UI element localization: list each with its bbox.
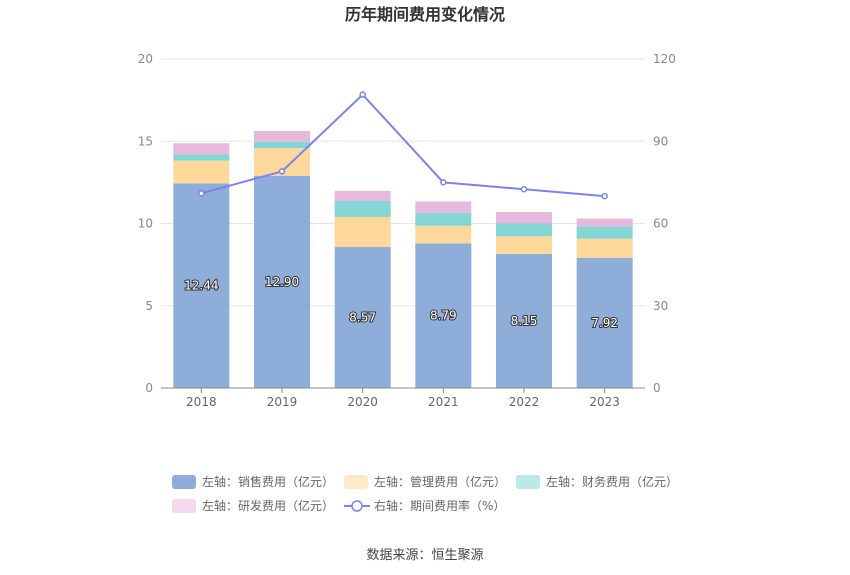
- bar-segment: [496, 253, 552, 388]
- bar-segment: [415, 243, 472, 388]
- right-y-tick-label: 120: [653, 52, 676, 66]
- legend-label: 左轴：研发费用（亿元）: [202, 498, 334, 513]
- legend-label: 左轴：销售费用（亿元）: [202, 474, 334, 489]
- right-y-tick-label: 60: [653, 217, 668, 231]
- bar-segment: [173, 160, 230, 184]
- bar-segment: [576, 226, 633, 239]
- rate-point: [359, 91, 366, 98]
- bar-segment: [254, 141, 310, 149]
- legend-point-marker: [351, 500, 363, 512]
- bar-segment: [496, 236, 552, 254]
- rate-point: [520, 185, 528, 193]
- bar-segment: [254, 175, 310, 388]
- left-y-tick-label: 5: [145, 299, 153, 313]
- bar-segment: [415, 212, 472, 226]
- x-tick-label: 2019: [267, 395, 298, 409]
- bar-value-label: 8.79: [430, 309, 457, 323]
- x-tick-label: 2020: [347, 395, 378, 409]
- bar-segment: [496, 211, 552, 224]
- data-labels: 12.44 12.90 8.57 8.79 8.15 7.92: [183, 274, 619, 331]
- bar-series: [173, 131, 633, 388]
- grid-lines: [161, 58, 645, 307]
- left-y-tick-label: 10: [138, 217, 153, 231]
- right-y-tick-label: 0: [653, 381, 661, 395]
- rate-point: [278, 168, 286, 175]
- bar-value-label: 12.44: [184, 279, 218, 293]
- rate-line-series: [198, 91, 608, 200]
- bar-segment: [334, 247, 391, 388]
- right-y-tick-label: 30: [653, 299, 668, 313]
- right-y-tick-label: 90: [653, 134, 668, 148]
- left-y-tick-label: 15: [138, 134, 153, 148]
- bar-segment: [415, 225, 472, 244]
- x-tick-label: 2023: [589, 395, 620, 409]
- right-y-axis: 0 30 60 90 120: [653, 52, 676, 395]
- bar-segment: [173, 143, 230, 155]
- legend-label: 左轴：管理费用（亿元）: [374, 474, 506, 489]
- rate-point: [198, 190, 205, 197]
- bar-segment: [334, 216, 391, 248]
- legend-swatch: [516, 475, 540, 489]
- legend-swatch: [344, 475, 368, 489]
- bar-segment: [576, 238, 633, 258]
- bar-segment: [334, 200, 391, 217]
- rate-line: [201, 93, 605, 198]
- legend-label: 右轴：期间费用率（%）: [374, 498, 505, 513]
- bar-value-label: 8.57: [349, 311, 376, 325]
- bar-segment: [334, 190, 391, 201]
- left-y-axis: 0 5 10 15 20: [138, 52, 153, 395]
- bar-value-label: 8.15: [511, 314, 538, 328]
- legend-swatch: [172, 499, 196, 513]
- x-tick-label: 2021: [428, 395, 459, 409]
- chart-title: 历年期间费用变化情况: [345, 5, 505, 24]
- bar-value-label: 7.92: [591, 316, 618, 330]
- source-note: 数据来源：恒生聚源: [366, 548, 483, 563]
- left-y-tick-label: 20: [138, 52, 153, 66]
- bar-segment: [496, 223, 552, 237]
- legend: 左轴：销售费用（亿元） 左轴：管理费用（亿元） 左轴：财务费用（亿元） 左轴：研发费用…: [172, 474, 678, 513]
- left-y-tick-label: 0: [145, 381, 153, 395]
- rate-point: [440, 179, 447, 186]
- bar-segment: [576, 257, 633, 388]
- bar-segment: [415, 201, 472, 213]
- bar-segment: [254, 131, 310, 142]
- bar-value-label: 12.90: [265, 275, 299, 289]
- rate-point: [601, 192, 608, 200]
- bar-segment: [576, 218, 633, 227]
- bar-segment: [173, 183, 230, 388]
- legend-swatch: [172, 475, 196, 489]
- legend-label: 左轴：财务费用（亿元）: [546, 474, 678, 489]
- bar-segment: [173, 154, 230, 161]
- x-axis: 2018 2019 2020 2021 2022 2023: [186, 388, 620, 409]
- x-tick-label: 2018: [186, 395, 217, 409]
- x-tick-label: 2022: [509, 395, 540, 409]
